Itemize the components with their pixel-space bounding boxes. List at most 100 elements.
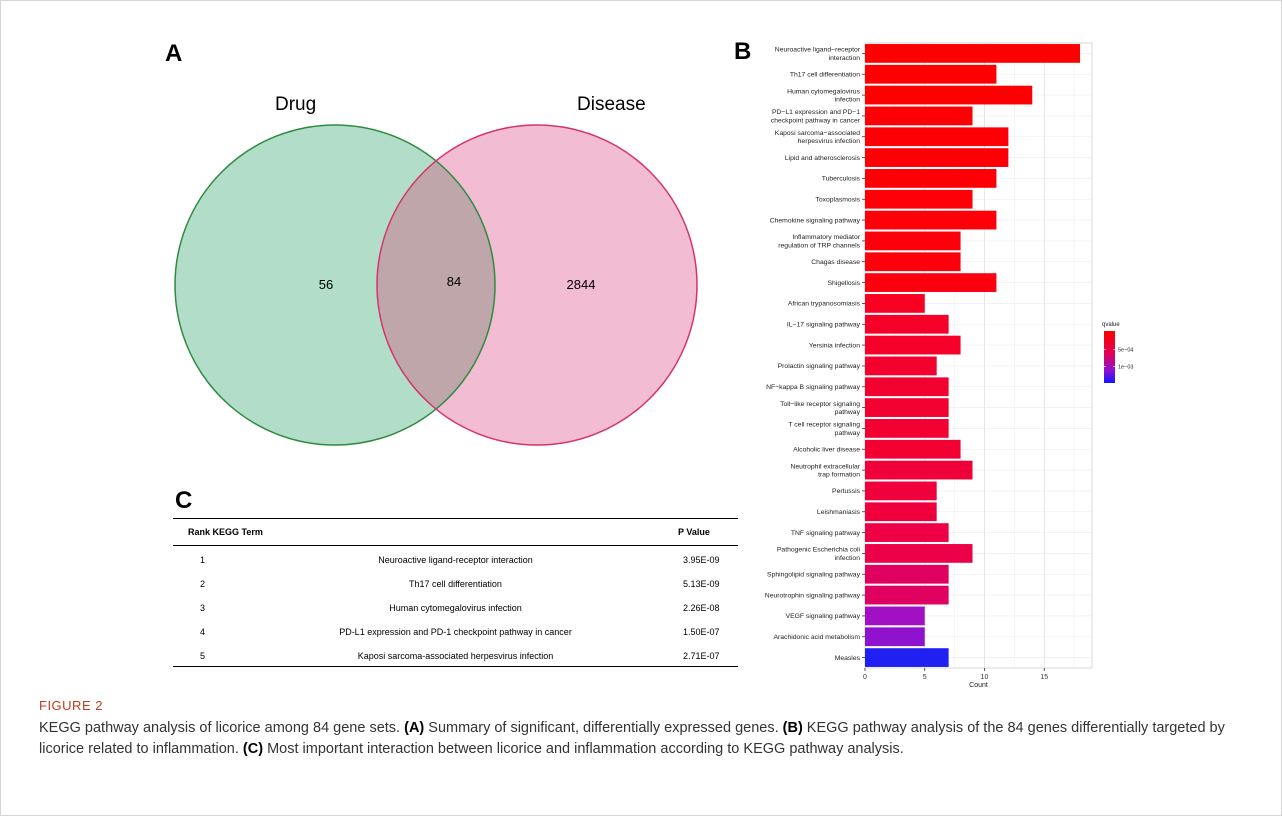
row-term: Th17 cell differentiation — [409, 579, 502, 589]
kegg-bar-chart: Neuroactive ligand−receptor interaction Th… — [765, 42, 1133, 689]
row-pvalue: 3.95E-09 — [683, 555, 720, 565]
category-label: Leishmaniasis — [817, 509, 861, 516]
row-rank: 4 — [200, 627, 206, 637]
category-label: Th17 cell differentiation — [790, 72, 860, 79]
drug-label: Drug — [275, 94, 316, 115]
bar — [865, 231, 961, 251]
panel-a-label: A — [165, 40, 183, 67]
category-label: TNF signaling pathway — [791, 530, 861, 537]
overlap-region — [377, 125, 495, 445]
bar — [865, 127, 1009, 147]
category-label: Shigellosis — [828, 280, 861, 287]
x-tick-label: 10 — [981, 674, 989, 681]
bar — [865, 523, 949, 542]
bar — [865, 502, 937, 522]
bar — [865, 64, 997, 84]
row-term: PD-L1 expression and PD-1 checkpoint pat… — [339, 627, 572, 637]
caption-part: KEGG pathway analysis of licorice among … — [39, 720, 405, 736]
row-pvalue: 2.26E-08 — [683, 603, 720, 613]
row-pvalue: 1.50E-07 — [683, 627, 720, 637]
category-label: Inflammatory mediator regulation of TRP c… — [778, 234, 860, 249]
bar — [865, 210, 997, 230]
category-label: Alcoholic liver disease — [793, 447, 860, 454]
row-rank: 3 — [200, 603, 206, 613]
caption-ref-a: (A) — [404, 720, 425, 736]
legend-tick-label: 1e−03 — [1118, 364, 1133, 370]
venn-diagram: Drug Disease 56 84 2844 — [174, 94, 698, 446]
category-label: Pathogenic Escherichia coli infection — [777, 547, 861, 562]
panel-b-label: B — [734, 38, 752, 65]
bar — [865, 544, 973, 563]
bar — [865, 606, 925, 626]
bar — [865, 148, 1009, 167]
legend-tick-label: 5e−04 — [1118, 348, 1133, 354]
category-label: IL−17 signaling pathway — [787, 322, 861, 329]
category-label: Chemokine signaling pathway — [770, 217, 861, 224]
category-label: Arachidonic acid metabolism — [773, 634, 860, 641]
header-rank-term: Rank KEGG Term — [188, 527, 263, 537]
category-label: VEGF signaling pathway — [786, 613, 861, 620]
x-tick-label: 15 — [1040, 674, 1048, 681]
category-label: Neuroactive ligand−receptor interaction — [775, 47, 861, 62]
category-label: Yersinia infection — [809, 342, 860, 349]
panel-c-label: C — [175, 487, 193, 514]
category-label: NF−kappa B signaling pathway — [766, 384, 860, 391]
row-term: Human cytomegalovirus infection — [389, 603, 522, 613]
category-label: Chagas disease — [811, 259, 860, 266]
bar — [865, 44, 1081, 63]
category-label: Pertussis — [832, 488, 861, 495]
disease-label: Disease — [577, 94, 646, 115]
row-rank: 2 — [200, 579, 206, 589]
bar — [865, 460, 973, 480]
table-row: 5 Kaposi sarcoma-associated herpesvirus … — [173, 642, 738, 667]
category-label: Toll−like receptor signaling pathway — [780, 401, 860, 416]
figure-caption: FIGURE 2 KEGG pathway analysis of licori… — [39, 698, 1249, 760]
disease-circle-outline — [376, 124, 698, 446]
bar — [865, 314, 949, 334]
caption-part: Most important interaction between licor… — [263, 741, 904, 757]
bar — [865, 627, 925, 647]
bar — [865, 419, 949, 438]
category-label: African trypanosomiasis — [788, 301, 861, 308]
caption-part: KEGG pathway analysis of the 84 genes di… — [39, 720, 1225, 757]
category-label: Neurotrophin signaling pathway — [765, 592, 861, 599]
figure-label: FIGURE 2 — [39, 698, 103, 713]
caption-text: KEGG pathway analysis of licorice among … — [39, 718, 1249, 760]
caption-part: Summary of significant, differentially e… — [424, 720, 783, 736]
bar — [865, 481, 937, 501]
caption-ref-c: (C) — [242, 741, 264, 757]
x-axis-label: Count — [969, 682, 988, 689]
bar — [865, 377, 949, 397]
bar — [865, 106, 973, 126]
category-label: T cell receptor signaling pathway — [788, 422, 860, 437]
bar — [865, 85, 1033, 105]
category-label: Neutrophil extracellular trap formation — [790, 463, 860, 478]
category-label: Lipid and atherosclerosis — [785, 155, 861, 162]
bar — [865, 252, 961, 272]
category-label: Toxoplasmosis — [815, 197, 860, 204]
row-rank: 1 — [200, 555, 206, 565]
category-label: PD−L1 expression and PD−1 checkpoint path… — [771, 109, 861, 124]
category-label: Measles — [835, 655, 861, 662]
bar — [865, 273, 997, 292]
category-label: Tuberculosis — [822, 176, 861, 183]
row-pvalue: 2.71E-07 — [683, 651, 720, 661]
table-row: 3 Human cytomegalovirus infection 2.26E-… — [173, 594, 738, 618]
legend-title: qvalue — [1102, 322, 1120, 328]
bar — [865, 294, 925, 313]
bar — [865, 648, 949, 667]
row-term: Kaposi sarcoma-associated herpesvirus in… — [357, 651, 554, 661]
category-label: Kaposi sarcoma−associated herpesvirus inf… — [775, 130, 860, 145]
table-row: 4 PD-L1 expression and PD-1 checkpoint p… — [173, 618, 738, 642]
bar — [865, 439, 961, 459]
category-label: Human cytomegalovirus infection — [787, 88, 861, 103]
bar — [865, 585, 949, 605]
header-pvalue: P Value — [678, 527, 710, 537]
table-row: 1 Neuroactive ligand-receptor interactio… — [173, 546, 738, 570]
bar — [865, 356, 937, 376]
bar — [865, 189, 973, 209]
bar — [865, 564, 949, 584]
bar — [865, 335, 961, 355]
table-row: 2 Th17 cell differentiation 5.13E-09 — [173, 570, 738, 594]
caption-ref-b: (B) — [782, 720, 803, 736]
